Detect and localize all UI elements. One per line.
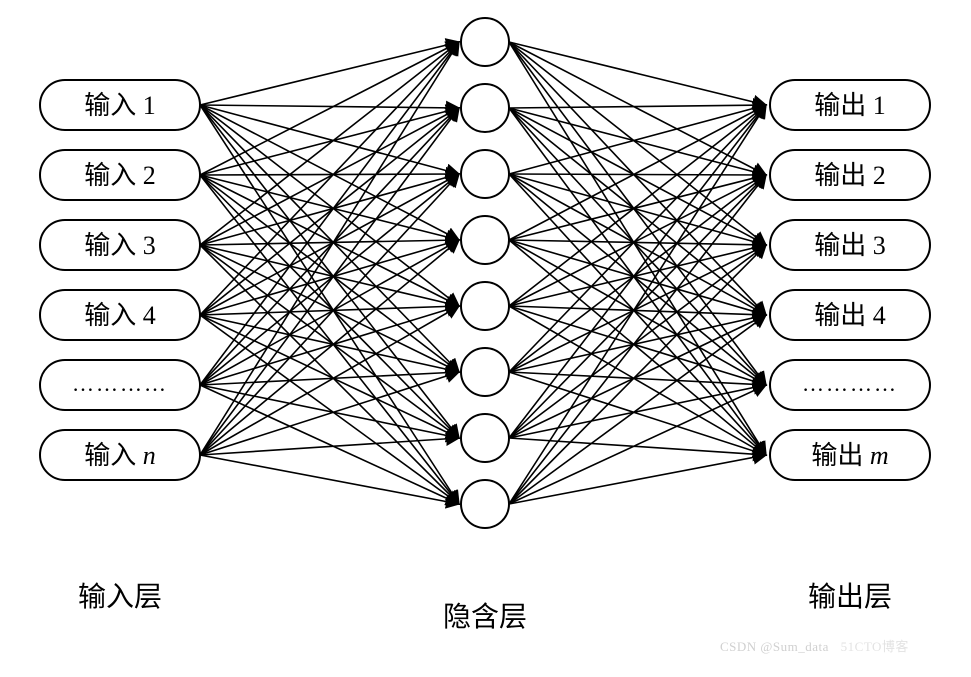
hidden-node xyxy=(461,84,509,132)
edge xyxy=(200,42,459,105)
watermark: CSDN @Sum_data 51CTO博客 xyxy=(720,636,909,655)
edge xyxy=(509,105,766,240)
hidden-node xyxy=(461,348,509,396)
output-label: 输出 2 xyxy=(814,161,886,190)
edge xyxy=(509,315,766,438)
input-label: ………… xyxy=(72,371,168,396)
hidden-node xyxy=(461,414,509,462)
edge xyxy=(509,306,766,455)
input-label: 输入 3 xyxy=(84,231,156,260)
hidden-layer-label: 隐含层 xyxy=(425,595,545,635)
output-label: 输出 1 xyxy=(814,91,886,120)
edge xyxy=(200,42,459,455)
edge xyxy=(200,105,459,372)
edge xyxy=(509,385,766,438)
edge xyxy=(509,174,766,175)
input-label: 输入 2 xyxy=(84,161,156,190)
edge xyxy=(200,174,459,175)
edge xyxy=(200,105,459,240)
edge xyxy=(200,108,459,175)
hidden-node xyxy=(461,480,509,528)
input-label: 输入 1 xyxy=(84,91,156,120)
edge xyxy=(509,175,766,504)
edge xyxy=(200,455,459,504)
hidden-node xyxy=(461,18,509,66)
edge xyxy=(200,438,459,455)
edge xyxy=(200,42,459,175)
hidden-node xyxy=(461,282,509,330)
edge xyxy=(200,306,459,455)
output-label: 输出 4 xyxy=(814,301,886,330)
hidden-node xyxy=(461,150,509,198)
edge xyxy=(200,108,459,245)
input-label: 输入 n xyxy=(84,441,156,470)
edge xyxy=(509,105,766,372)
hidden-node xyxy=(461,216,509,264)
output-label: ………… xyxy=(802,371,898,396)
input-label: 输入 4 xyxy=(84,301,156,330)
nodes-group: 输入 1 输入 2 输入 3 输入 4 ………… 输入 n 输出 1 输出 2 输出 3 输出 4… xyxy=(40,18,930,528)
input-layer-label: 输入层 xyxy=(60,575,180,615)
edge xyxy=(200,108,459,455)
output-layer-label: 输出层 xyxy=(790,575,910,615)
edge xyxy=(509,455,766,504)
output-label: 输出 m xyxy=(811,441,888,470)
output-label: 输出 3 xyxy=(814,231,886,260)
edge xyxy=(509,42,766,105)
edge xyxy=(509,438,766,455)
